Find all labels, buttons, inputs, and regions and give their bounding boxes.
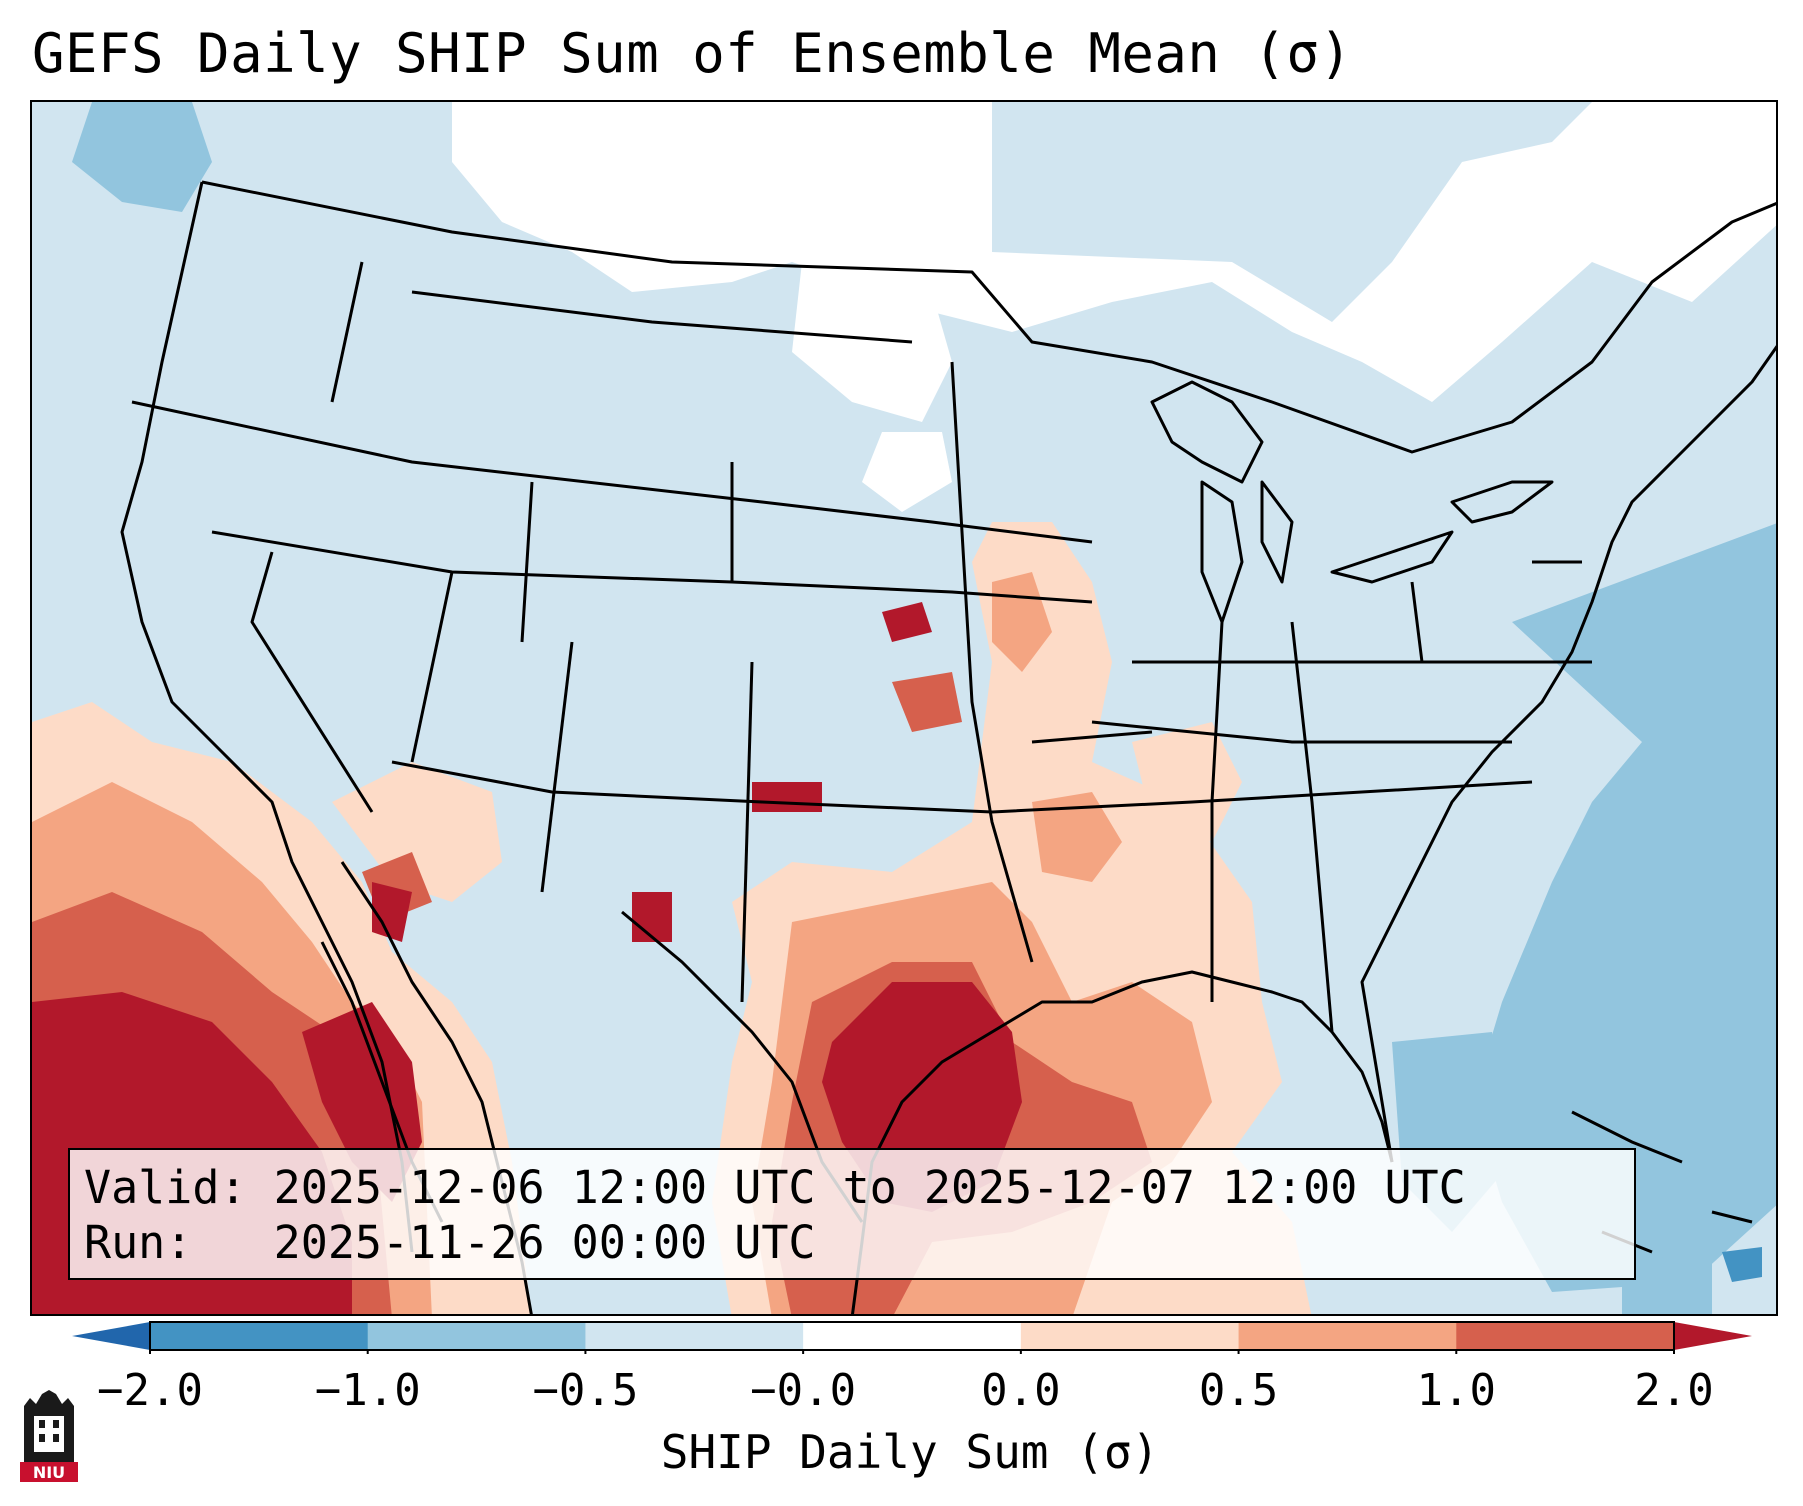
colorbar-segment <box>585 1322 804 1350</box>
colorbar-tick-label: −0.5 <box>532 1365 639 1416</box>
colorbar-tick-label: −0.0 <box>750 1365 857 1416</box>
run-value: 2025-11-26 00:00 UTC <box>273 1216 816 1269</box>
map-panel: Valid: 2025-12-06 12:00 UTC to 2025-12-0… <box>30 100 1778 1316</box>
run-label: Run: <box>84 1216 193 1269</box>
colorbar <box>72 1321 1752 1354</box>
colorbar-tick-label: −1.0 <box>314 1365 421 1416</box>
colorbar-tick-label: −2.0 <box>97 1365 203 1416</box>
colorbar-tick-label: 2.0 <box>1634 1365 1714 1416</box>
valid-value: 2025-12-06 12:00 UTC to 2025-12-07 12:00… <box>273 1161 1466 1214</box>
colorbar-outline <box>149 1321 1675 1351</box>
near-zero-region <box>452 102 1776 512</box>
colorbar-segment <box>1238 1322 1457 1350</box>
niu-logo: NIU <box>20 1390 78 1482</box>
colorbar-segments <box>150 1322 1675 1350</box>
negative-region <box>1722 1247 1762 1282</box>
colorbar-segment <box>1456 1322 1675 1350</box>
map-title: GEFS Daily SHIP Sum of Ensemble Mean (σ) <box>32 22 1353 85</box>
colorbar-tick-label: 1.0 <box>1416 1365 1497 1416</box>
map-canvas <box>32 102 1776 1314</box>
colorbar-segment <box>1020 1322 1240 1350</box>
colorbar-under-arrow <box>72 1322 150 1350</box>
colorbar-segment <box>803 1322 1022 1350</box>
niu-logo-text: NIU <box>33 1463 65 1482</box>
valid-label: Valid: <box>84 1161 247 1214</box>
colorbar-ticks <box>149 1350 1675 1354</box>
colorbar-segment <box>367 1322 586 1350</box>
colorbar-over-arrow <box>1674 1322 1752 1350</box>
colorbar-label: SHIP Daily Sum (σ) <box>660 1425 1160 1479</box>
colorbar-segment <box>150 1322 369 1350</box>
colorbar-tick-label: 0.0 <box>981 1365 1061 1416</box>
run-info-box: Valid: 2025-12-06 12:00 UTC to 2025-12-0… <box>68 1148 1636 1280</box>
colorbar-tick-label: 0.5 <box>1198 1365 1279 1416</box>
